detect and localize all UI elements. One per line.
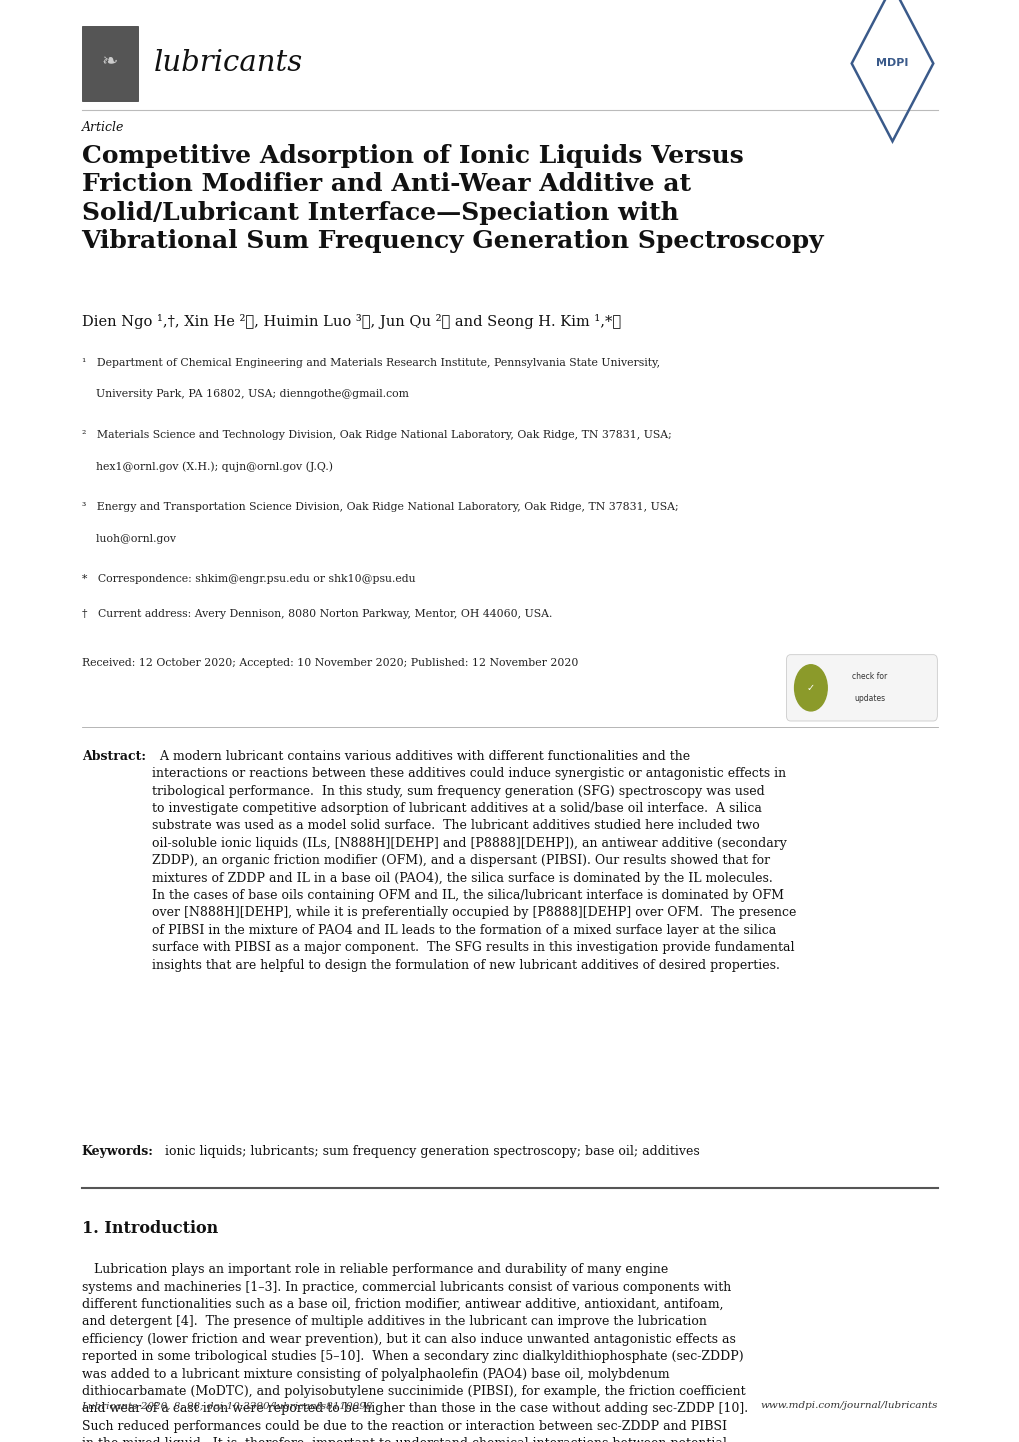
Text: ionic liquids; lubricants; sum frequency generation spectroscopy; base oil; addi: ionic liquids; lubricants; sum frequency… <box>161 1145 699 1158</box>
FancyBboxPatch shape <box>82 26 138 101</box>
Text: Received: 12 October 2020; Accepted: 10 November 2020; Published: 12 November 20: Received: 12 October 2020; Accepted: 10 … <box>82 658 578 668</box>
Text: lubricants: lubricants <box>154 49 303 78</box>
Text: Competitive Adsorption of Ionic Liquids Versus
Friction Modifier and Anti-Wear A: Competitive Adsorption of Ionic Liquids … <box>82 144 823 252</box>
Text: †   Current address: Avery Dennison, 8080 Norton Parkway, Mentor, OH 44060, USA.: † Current address: Avery Dennison, 8080 … <box>82 609 551 619</box>
Text: luoh@ornl.gov: luoh@ornl.gov <box>82 534 175 544</box>
Text: ³   Energy and Transportation Science Division, Oak Ridge National Laboratory, O: ³ Energy and Transportation Science Divi… <box>82 502 678 512</box>
Text: www.mdpi.com/journal/lubricants: www.mdpi.com/journal/lubricants <box>760 1402 937 1410</box>
Text: ✓: ✓ <box>806 684 814 692</box>
Text: Lubrication plays an important role in reliable performance and durability of ma: Lubrication plays an important role in r… <box>82 1263 747 1442</box>
Text: Article: Article <box>82 121 124 134</box>
Text: ²   Materials Science and Technology Division, Oak Ridge National Laboratory, Oa: ² Materials Science and Technology Divis… <box>82 430 671 440</box>
Text: Lubricants 2020, 8, 98; doi:10.3390/lubricants8110098: Lubricants 2020, 8, 98; doi:10.3390/lubr… <box>82 1402 373 1410</box>
Text: 1. Introduction: 1. Introduction <box>82 1220 218 1237</box>
Text: A modern lubricant contains various additives with different functionalities and: A modern lubricant contains various addi… <box>152 750 796 972</box>
Text: Dien Ngo ¹,†, Xin He ²ⓞ, Huimin Luo ³ⓞ, Jun Qu ²ⓞ and Seong H. Kim ¹,*ⓞ: Dien Ngo ¹,†, Xin He ²ⓞ, Huimin Luo ³ⓞ, … <box>82 314 621 329</box>
Circle shape <box>794 665 826 711</box>
FancyBboxPatch shape <box>786 655 936 721</box>
Text: Keywords:: Keywords: <box>82 1145 153 1158</box>
Text: University Park, PA 16802, USA; dienngothe@gmail.com: University Park, PA 16802, USA; dienngot… <box>82 389 408 399</box>
Text: ¹   Department of Chemical Engineering and Materials Research Institute, Pennsyl: ¹ Department of Chemical Engineering and… <box>82 358 659 368</box>
Text: check for: check for <box>852 672 887 682</box>
Text: MDPI: MDPI <box>875 59 908 68</box>
Text: ❧: ❧ <box>101 52 118 72</box>
Text: Abstract:: Abstract: <box>82 750 146 763</box>
Text: updates: updates <box>854 694 884 704</box>
Text: *   Correspondence: shkim@engr.psu.edu or shk10@psu.edu: * Correspondence: shkim@engr.psu.edu or … <box>82 574 415 584</box>
Text: hex1@ornl.gov (X.H.); qujn@ornl.gov (J.Q.): hex1@ornl.gov (X.H.); qujn@ornl.gov (J.Q… <box>82 461 332 472</box>
